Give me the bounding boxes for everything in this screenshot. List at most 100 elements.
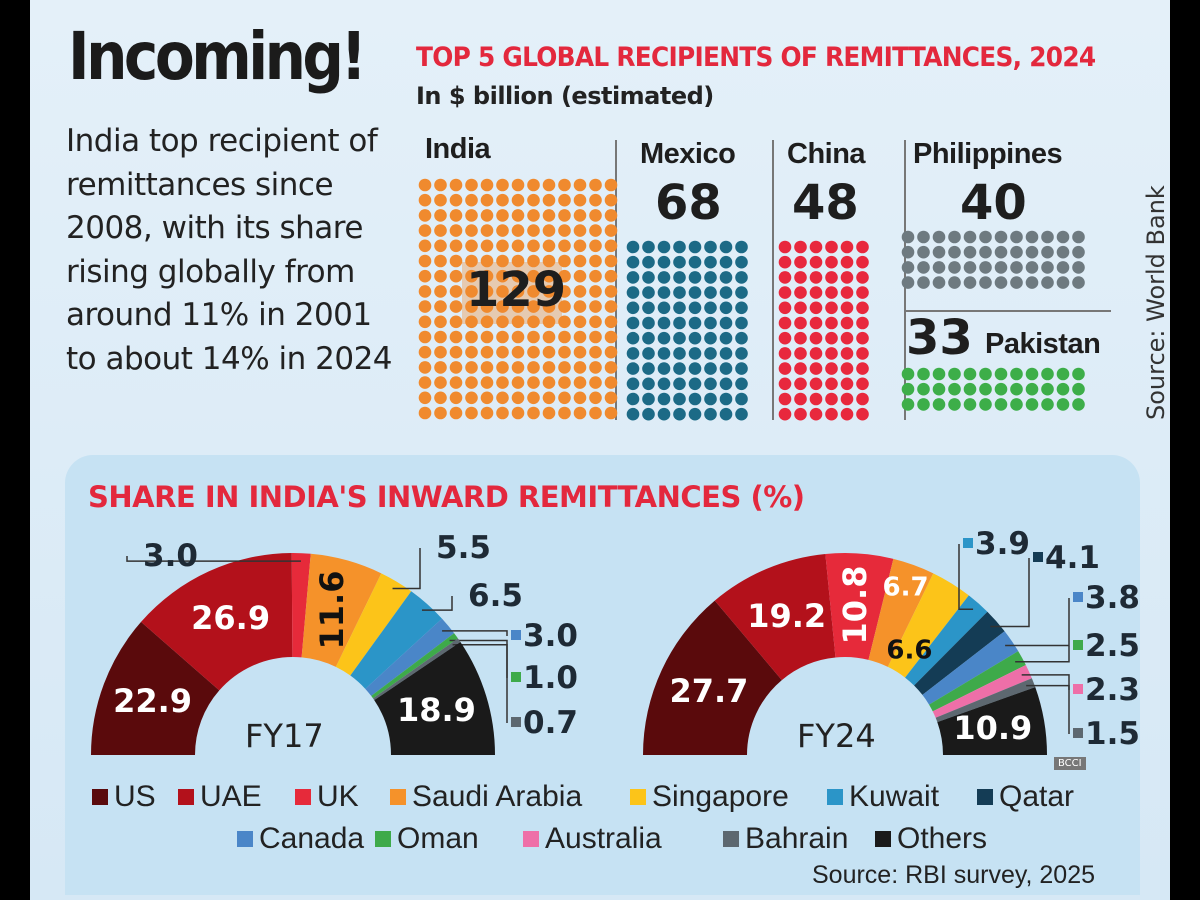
dot-india — [480, 315, 494, 329]
segment-value-label: 6.5 — [468, 578, 523, 614]
dot-china — [856, 331, 869, 345]
dot-india — [449, 361, 463, 374]
dot-philippines — [963, 230, 977, 244]
dot-pakistan — [1010, 382, 1023, 396]
segment-qatar — [914, 611, 1005, 695]
segment-uk — [825, 553, 894, 660]
dot-india — [511, 239, 525, 253]
legend-label: Others — [897, 822, 988, 855]
segment-value-label: 18.9 — [396, 691, 476, 730]
dot-india — [558, 391, 571, 405]
leader-line — [958, 544, 974, 611]
dot-mexico — [735, 316, 748, 330]
dot-india — [449, 224, 463, 237]
dot-mexico — [642, 392, 655, 406]
dot-india — [527, 300, 540, 313]
dot-india — [418, 300, 432, 313]
dot-mexico — [704, 362, 717, 375]
dot-india — [511, 193, 525, 207]
legend-item: Others — [875, 822, 987, 856]
dot-mexico — [657, 331, 671, 345]
dot-india — [434, 269, 447, 283]
dot-india — [604, 330, 618, 344]
dot-pakistan — [1025, 398, 1039, 411]
leader-marker — [1073, 684, 1083, 694]
dot-india — [465, 376, 478, 389]
dot-mexico — [688, 271, 702, 284]
dot-china — [778, 362, 792, 375]
leader-marker — [511, 630, 521, 640]
dot-india — [480, 224, 494, 237]
dot-china — [809, 407, 823, 421]
dot-pakistan — [917, 367, 930, 381]
dot-india — [496, 239, 509, 253]
dot-india — [418, 315, 432, 329]
dot-philippines — [979, 276, 992, 289]
dot-india — [465, 224, 478, 237]
dot-china — [794, 301, 807, 315]
dot-india — [604, 391, 618, 405]
legend-label: Oman — [397, 822, 479, 855]
dot-pakistan — [963, 382, 977, 396]
legend-swatch — [827, 789, 843, 805]
dot-china — [825, 301, 838, 315]
dot-mexico — [673, 316, 686, 330]
dot-china — [825, 286, 838, 299]
dot-mexico — [735, 301, 748, 315]
dot-mexico — [719, 301, 733, 315]
legend-item: Oman — [375, 822, 479, 856]
segment-others — [937, 687, 1047, 755]
dot-mexico — [642, 301, 655, 315]
dot-india — [558, 345, 571, 359]
segment-value-label: 6.7 — [882, 571, 929, 602]
dot-india — [573, 345, 587, 359]
dot-india — [434, 406, 447, 420]
dot-mexico — [673, 377, 686, 391]
dot-philippines — [1041, 230, 1054, 244]
dot-india — [573, 193, 587, 207]
dot-india — [542, 239, 556, 253]
dot-pakistan — [979, 367, 992, 381]
dot-mexico — [626, 271, 640, 284]
dot-pakistan — [963, 367, 977, 381]
dot-philippines — [1041, 245, 1054, 259]
dot-pakistan — [994, 367, 1008, 381]
segment-value-label: 11.6 — [313, 570, 352, 650]
dot-philippines — [1010, 230, 1023, 244]
dot-pakistan — [948, 367, 961, 381]
dot-philippines — [1056, 276, 1070, 289]
dot-india — [496, 269, 509, 283]
dot-india — [480, 178, 494, 192]
dot-india — [449, 345, 463, 359]
dot-philippines — [1025, 276, 1039, 289]
dot-india — [418, 330, 432, 344]
dot-philippines — [1056, 261, 1070, 274]
dot-mexico — [719, 362, 733, 375]
legend-label: UK — [317, 780, 359, 813]
legend-swatch — [630, 789, 646, 805]
dot-philippines — [963, 261, 977, 274]
dot-india — [480, 391, 494, 405]
dot-india — [480, 193, 494, 207]
dot-india — [589, 269, 602, 283]
dot-mexico — [673, 286, 686, 299]
value-label: 68 — [655, 175, 722, 231]
dot-china — [825, 255, 838, 269]
dot-india — [496, 376, 509, 389]
dot-india — [527, 406, 540, 420]
dot-india — [418, 285, 432, 298]
dot-china — [840, 407, 854, 421]
dot-mexico — [704, 286, 717, 299]
dot-mexico — [719, 286, 733, 299]
infographic: Incoming! India top recipient of remitta… — [30, 0, 1170, 900]
legend-swatch — [875, 831, 891, 847]
dot-india — [527, 345, 540, 359]
dot-india — [449, 391, 463, 405]
bottom-chart-source: Source: RBI survey, 2025 — [812, 861, 1096, 889]
dot-mexico — [719, 271, 733, 284]
dot-mexico — [626, 301, 640, 315]
dot-india — [558, 254, 571, 268]
dot-india — [496, 209, 509, 222]
dot-philippines — [948, 276, 961, 289]
dot-mexico — [626, 255, 640, 269]
